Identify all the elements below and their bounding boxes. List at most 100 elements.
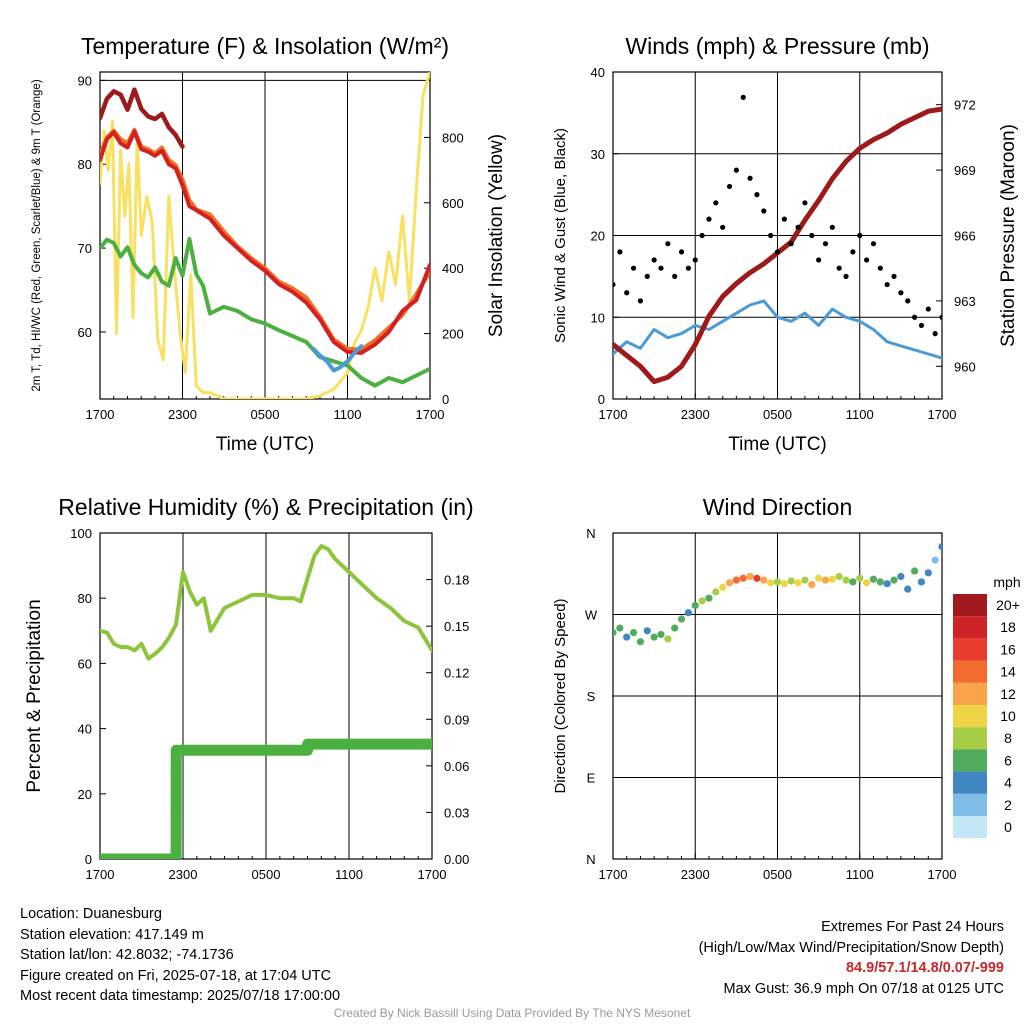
y2-tick-label: 972 — [954, 98, 976, 113]
direction-point — [931, 556, 939, 564]
direction-point — [904, 585, 912, 593]
y2-tick-label: 969 — [954, 163, 976, 178]
figure-created: Figure created on Fri, 2025-07-18, at 17… — [20, 967, 332, 984]
y-axis-label-right: Station Pressure (Maroon) — [998, 124, 1019, 347]
y-tick-label: 60 — [78, 325, 92, 340]
series-line-td — [100, 236, 430, 388]
precip-line — [100, 738, 432, 859]
gust-point — [630, 265, 637, 271]
direction-point — [856, 574, 864, 582]
x-tick-label: 0500 — [763, 407, 792, 422]
y-tick-label: 80 — [78, 591, 92, 606]
legend-label: 20+ — [996, 597, 1020, 613]
direction-point — [808, 581, 816, 589]
gust-point — [617, 249, 623, 255]
gust-point — [692, 257, 698, 263]
x-tick-label: 1700 — [599, 867, 628, 882]
gust-point — [857, 232, 863, 239]
extremes-info: Extremes For Past 24 Hours (High/Low/Max… — [699, 917, 1004, 999]
direction-point — [849, 578, 857, 586]
gust-point — [795, 224, 801, 230]
y-tick-label: 0 — [85, 852, 92, 867]
gust-point — [699, 232, 705, 239]
gust-point — [911, 314, 918, 320]
y-tick-label: 70 — [78, 241, 92, 256]
chart-title: Temperature (F) & Insolation (W/m²) — [81, 33, 449, 59]
gust-point — [918, 322, 925, 329]
gust-point — [816, 257, 822, 263]
y-tick-label: 80 — [78, 157, 92, 172]
gust-point — [644, 273, 650, 279]
legend-swatch — [953, 594, 987, 617]
gust-point — [733, 167, 739, 173]
y2-tick-label: 800 — [442, 130, 464, 145]
y2-tick-label: 963 — [954, 294, 976, 309]
legend-label: 0 — [1004, 819, 1012, 835]
max-gust: Max Gust: 36.9 mph On 07/18 at 0125 UTC — [723, 980, 1004, 997]
x-tick-label: 1700 — [928, 867, 957, 882]
gust-point — [678, 249, 685, 255]
gust-point — [884, 281, 890, 288]
x-tick-label: 0500 — [251, 407, 280, 422]
legend-swatch — [953, 727, 987, 750]
x-tick-label: 1700 — [418, 867, 447, 882]
y-axis-label-left: Direction (Colored By Speed) — [552, 598, 569, 793]
extremes-values: 84.9/57.1/14.8/0.07/-999 — [845, 960, 1004, 976]
extremes-title: Extremes For Past 24 Hours — [821, 919, 1004, 935]
y-tick-label: 40 — [78, 722, 92, 737]
gust-point — [754, 192, 760, 198]
panel-dir: 1700 2300 0500 1100 1700 Wind Direction N E S W N D… — [552, 494, 956, 882]
direction-point — [636, 638, 645, 646]
gust-point — [665, 241, 671, 247]
legend-label: 6 — [1004, 752, 1012, 768]
direction-point — [883, 580, 891, 588]
gust-point — [809, 232, 815, 239]
y2-tick-label: 0 — [442, 392, 449, 407]
chart-title: Winds (mph) & Pressure (mb) — [625, 33, 929, 59]
x-tick-label: 1100 — [334, 407, 362, 422]
series-line-hi — [100, 87, 185, 149]
direction-point — [869, 575, 878, 583]
gust-point — [726, 183, 733, 190]
gust-point — [651, 257, 657, 263]
direction-point — [835, 572, 843, 581]
y-axis-label-left: 2m T, Td, HI/WC (Red, Green, Scarlet/Blu… — [31, 79, 43, 391]
direction-point — [643, 627, 651, 635]
y2-tick-label: 0.00 — [444, 852, 469, 867]
gust-point — [761, 208, 767, 214]
y-tick-label: N — [586, 852, 595, 867]
series-line-insolation — [100, 72, 430, 399]
y2-tick-label: 0.03 — [444, 805, 469, 820]
legend-label: 18 — [1000, 619, 1016, 635]
legend-label: 16 — [1000, 641, 1016, 657]
x-tick-label: 2300 — [681, 867, 710, 882]
rh-line — [100, 544, 432, 661]
direction-point — [780, 580, 788, 588]
y-tick-label: E — [587, 771, 596, 786]
gust-point — [822, 241, 829, 247]
x-tick-label: 0500 — [763, 867, 792, 882]
extremes-subtitle: (High/Low/Max Wind/Precipitation/Snow De… — [698, 939, 1004, 956]
direction-point — [753, 574, 761, 582]
y2-tick-label: 0.09 — [444, 712, 469, 727]
gust-point — [672, 273, 678, 279]
gust-point — [939, 314, 942, 320]
direction-point — [657, 630, 665, 639]
x-tick-label: 1100 — [846, 407, 874, 422]
gust-point — [870, 241, 877, 247]
y-tick-label: 0 — [598, 392, 605, 407]
direction-point — [650, 633, 658, 641]
direction-point — [664, 635, 672, 643]
panel-winds: 1700 2300 0500 1100 1700 Winds (mph) & Pressu… — [552, 33, 1019, 455]
direction-point — [616, 624, 624, 632]
x-axis-label: Time (UTC) — [728, 434, 827, 455]
legend-title: mph — [993, 574, 1020, 590]
station-elevation: Station elevation: 417.149 m — [20, 926, 204, 943]
direction-point — [705, 594, 713, 602]
direction-point — [725, 579, 734, 587]
panel-temp: 1700 2300 0500 1100 1700 Temperature (F) & In… — [31, 33, 507, 455]
y2-tick-label: 0.18 — [444, 573, 469, 588]
legend-swatch — [953, 771, 987, 794]
legend-swatch — [953, 638, 987, 661]
series-line-wc — [311, 344, 364, 373]
